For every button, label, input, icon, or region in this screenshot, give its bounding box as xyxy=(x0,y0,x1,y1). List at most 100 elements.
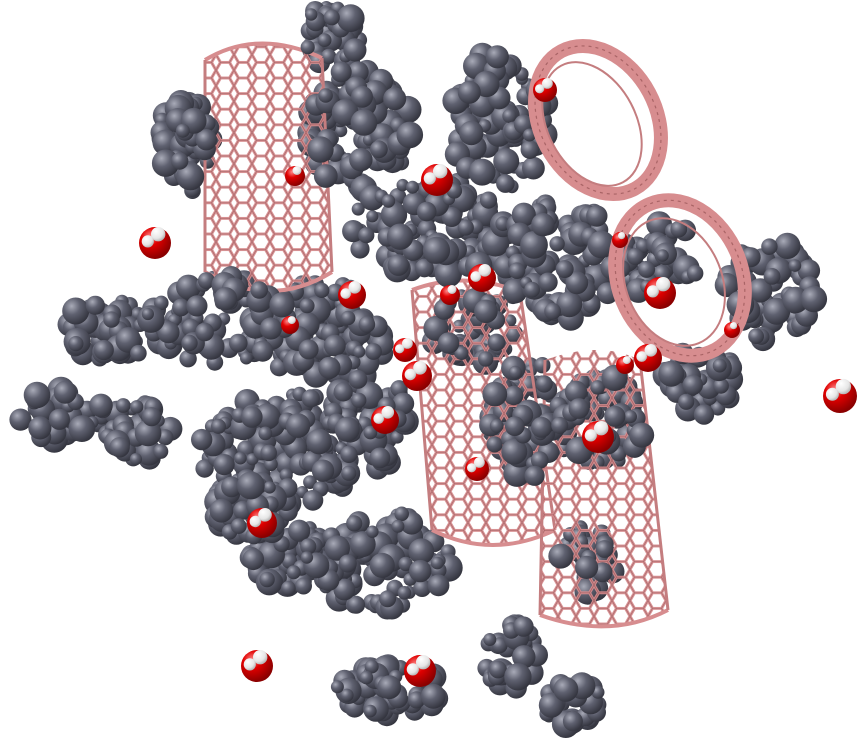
hydrogen-atom xyxy=(423,172,436,185)
carbon-atom xyxy=(299,298,315,314)
carbon-atom xyxy=(300,551,314,564)
carbon-atom xyxy=(520,231,548,259)
carbon-atom xyxy=(629,422,655,448)
carbon-atom xyxy=(397,586,412,600)
carbon-atom xyxy=(626,248,644,265)
carbon-atom xyxy=(350,239,370,259)
carbon-atom xyxy=(340,445,358,463)
carbon-atom xyxy=(568,398,590,419)
hydrogen-atom xyxy=(395,344,405,354)
carbon-atom xyxy=(390,430,404,444)
carbon-atom xyxy=(544,302,561,320)
water-molecule xyxy=(533,78,557,102)
carbon-atom xyxy=(346,515,363,532)
carbon-atom xyxy=(300,40,315,55)
carbon-atom xyxy=(712,358,727,373)
hydrogen-atom xyxy=(825,387,839,401)
carbon-atom xyxy=(307,136,334,163)
carbon-atom xyxy=(250,281,268,299)
hydrogen-atom xyxy=(381,406,395,419)
carbon-atom xyxy=(590,380,605,395)
hydrogen-atom xyxy=(253,650,268,665)
carbon-atom xyxy=(175,123,190,138)
carbon-atom xyxy=(349,148,373,172)
carbon-atom xyxy=(306,428,332,455)
carbon-atom xyxy=(713,378,729,394)
carbon-atom xyxy=(300,538,317,555)
carbon-atom xyxy=(564,380,588,403)
carbon-atom xyxy=(483,633,497,646)
hydrogen-atom xyxy=(433,164,448,179)
hydrogen-atom xyxy=(730,322,738,330)
carbon-atom xyxy=(587,230,616,259)
carbon-atom xyxy=(392,392,415,415)
carbon-atom xyxy=(191,428,213,451)
carbon-atom xyxy=(359,670,374,685)
carbon-atom xyxy=(504,416,525,436)
carbon-atom xyxy=(504,385,524,406)
hydrogen-atom xyxy=(535,84,545,94)
carbon-atom xyxy=(538,692,564,718)
carbon-atom xyxy=(416,201,437,222)
carbon-atom xyxy=(748,328,764,345)
carbon-atom xyxy=(323,334,346,357)
carbon-atom xyxy=(135,439,162,466)
carbon-atom xyxy=(258,426,273,441)
carbon-atom xyxy=(209,498,234,523)
carbon-atom xyxy=(340,688,354,702)
carbon-atom xyxy=(489,419,504,433)
carbon-atom xyxy=(353,345,366,358)
carbon-atom xyxy=(197,272,215,290)
water-molecule xyxy=(468,264,496,292)
carbon-atom xyxy=(562,711,583,732)
carbon-atom xyxy=(489,660,507,679)
carbon-atom xyxy=(334,416,360,442)
carbon-atom xyxy=(320,48,337,65)
carbon-atom xyxy=(364,659,379,674)
carbon-atom xyxy=(323,9,340,26)
carbon-atom xyxy=(595,540,614,558)
carbon-atom xyxy=(176,162,205,191)
water-molecule xyxy=(634,344,662,372)
water-molecule xyxy=(139,227,171,259)
carbon-atom xyxy=(482,381,508,407)
water-molecule xyxy=(285,166,305,186)
carbon-atom xyxy=(457,80,481,104)
carbon-atom xyxy=(408,538,435,565)
carbon-atom xyxy=(479,191,498,209)
hydrogen-atom xyxy=(636,351,647,362)
carbon-atom xyxy=(343,38,367,62)
carbon-atom xyxy=(230,518,247,534)
carbon-atom xyxy=(413,579,432,597)
carbon-atom xyxy=(575,555,599,580)
carbon-atom xyxy=(324,535,350,561)
carbon-atom xyxy=(214,287,238,311)
water-molecule xyxy=(421,164,453,196)
carbon-atom xyxy=(240,351,253,365)
carbon-atom xyxy=(380,201,408,228)
hydrogen-atom xyxy=(348,281,362,294)
carbon-atom xyxy=(531,213,555,237)
carbon-atom xyxy=(658,360,685,387)
carbon-atom xyxy=(409,559,432,583)
carbon-atom xyxy=(311,459,335,482)
carbon-atom xyxy=(364,704,377,718)
carbon-atom xyxy=(485,45,509,69)
carbon-atom xyxy=(487,333,506,352)
carbon-atom xyxy=(349,531,376,558)
carbon-atom xyxy=(176,274,201,300)
carbon-atom xyxy=(28,416,52,440)
hydrogen-atom xyxy=(243,658,256,671)
carbon-atom xyxy=(549,236,565,252)
carbon-atom xyxy=(761,238,778,255)
carbon-atom xyxy=(531,416,552,438)
carbon-atom xyxy=(386,223,414,250)
carbon-atom xyxy=(670,220,688,238)
hydrogen-atom xyxy=(467,463,477,473)
carbon-nanotube-ring-top-right xyxy=(528,38,668,202)
carbon-atom xyxy=(407,691,426,709)
carbon-atom xyxy=(687,265,704,282)
hydrogen-atom xyxy=(478,264,492,277)
carbon-atom xyxy=(535,375,553,393)
water-molecule xyxy=(281,316,299,334)
